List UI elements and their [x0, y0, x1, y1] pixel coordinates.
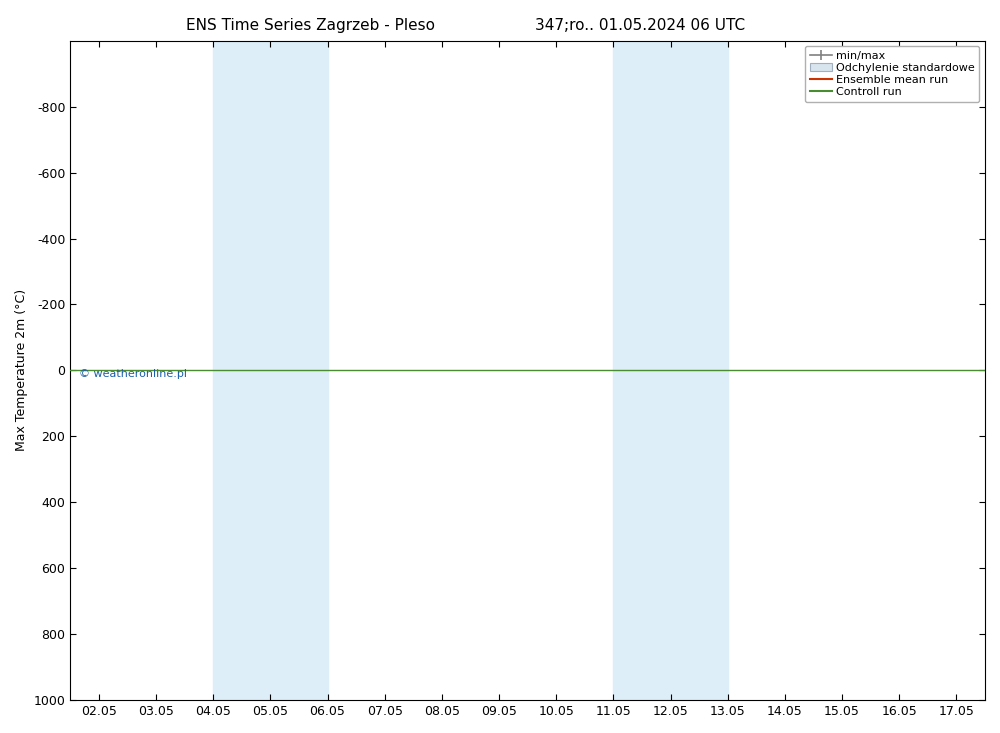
Bar [213, 40, 328, 700]
Bar [613, 40, 728, 700]
Y-axis label: Max Temperature 2m (°C): Max Temperature 2m (°C) [15, 290, 28, 452]
Text: © weatheronline.pl: © weatheronline.pl [79, 369, 187, 379]
Text: ENS Time Series Zagrzeb - Pleso: ENS Time Series Zagrzeb - Pleso [186, 18, 434, 33]
Text: 347;ro.. 01.05.2024 06 UTC: 347;ro.. 01.05.2024 06 UTC [535, 18, 745, 33]
Legend: min/max, Odchylenie standardowe, Ensemble mean run, Controll run: min/max, Odchylenie standardowe, Ensembl… [805, 46, 979, 102]
